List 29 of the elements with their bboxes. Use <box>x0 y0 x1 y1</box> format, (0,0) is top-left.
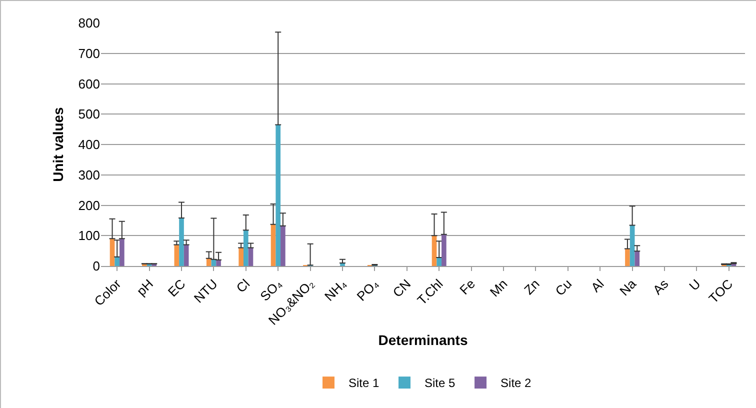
x-tick-label: TOC <box>706 276 736 306</box>
x-tick-label: Zn <box>521 276 542 298</box>
legend-label: Site 2 <box>500 376 532 390</box>
x-tick-label: PO₄ <box>354 276 382 304</box>
y-tick-label: 200 <box>78 198 100 213</box>
y-tick-label: 400 <box>78 137 100 152</box>
y-tick-label: 100 <box>78 228 100 244</box>
x-tick-label: CN <box>390 276 414 300</box>
x-tick-label: As <box>650 276 672 298</box>
y-tick-label: 300 <box>78 167 100 182</box>
x-tick-label: Mn <box>486 276 510 300</box>
y-tick-label: 800 <box>78 16 100 31</box>
legend-label: Site 5 <box>424 376 456 390</box>
x-tick-label: EC <box>164 276 188 300</box>
x-tick-label: Al <box>588 276 607 295</box>
y-axis-title: Unit values <box>50 106 66 182</box>
y-tick-label: 0 <box>92 258 100 274</box>
x-axis-title: Determinants <box>378 332 468 348</box>
y-tick-label: 700 <box>78 46 100 61</box>
x-tick-label: pH <box>134 276 156 299</box>
y-tick-label: 600 <box>78 76 100 92</box>
y-tick-label: 500 <box>78 106 100 122</box>
legend-label: Site 1 <box>348 376 380 390</box>
x-tick-label: U <box>686 276 704 294</box>
x-tick-label: NH₄ <box>322 276 350 304</box>
x-tick-label: Na <box>616 276 640 299</box>
x-tick-label: Fe <box>456 276 478 298</box>
x-tick-label: Cl <box>233 276 253 296</box>
x-tick-label: Cu <box>552 276 575 299</box>
